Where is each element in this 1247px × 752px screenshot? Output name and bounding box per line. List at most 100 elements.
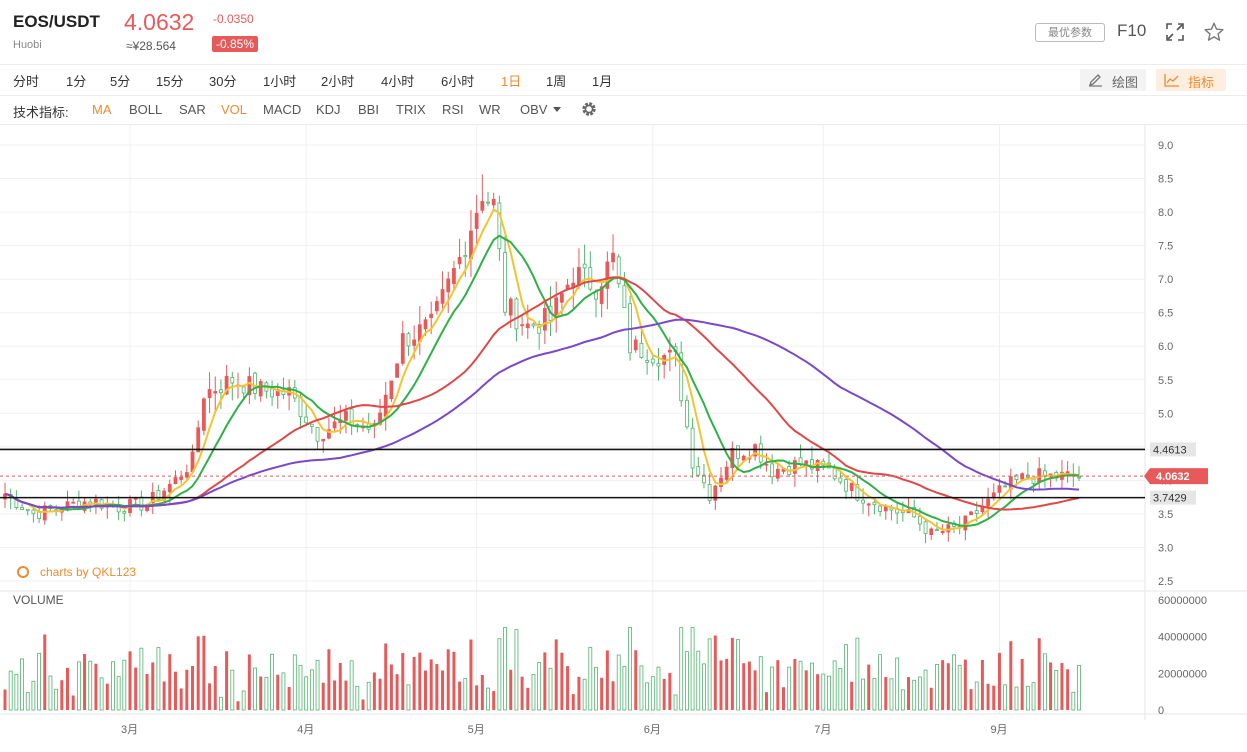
period-tab-1min[interactable]: 1分 <box>66 74 87 89</box>
candle-body <box>241 386 246 394</box>
volume-bar <box>366 681 371 711</box>
indicator-button[interactable]: 指标 <box>1156 69 1226 91</box>
candle-body <box>844 479 848 492</box>
candle-body <box>224 376 229 395</box>
candle-body <box>946 524 951 533</box>
volume-bar <box>458 681 462 710</box>
volume-bar <box>338 663 342 710</box>
volume-bar <box>889 678 894 711</box>
fullscreen-icon[interactable] <box>1165 22 1185 42</box>
price-axis-tick-label: 2.5 <box>1158 576 1173 588</box>
period-tab-1hour[interactable]: 1小时 <box>263 74 297 89</box>
volume-bar <box>384 643 388 710</box>
price-axis-tick-label: 6.5 <box>1158 308 1173 320</box>
volume-bar <box>600 677 604 710</box>
candle-body <box>542 308 547 331</box>
chevron-down-icon[interactable] <box>553 107 561 112</box>
price-axis-tick-label: 8.5 <box>1158 174 1173 186</box>
indicator-wr[interactable]: WR <box>479 102 501 117</box>
candle-body <box>122 511 127 514</box>
star-icon[interactable] <box>1203 21 1225 43</box>
ma60-line <box>4 318 1080 509</box>
draw-button[interactable]: 绘图 <box>1080 69 1146 91</box>
chart-area[interactable]: 9.08.58.07.57.06.56.05.55.04.54.03.53.02… <box>0 124 1247 752</box>
volume-bar <box>946 663 950 710</box>
price-axis-tick-label: 6.0 <box>1158 341 1173 353</box>
time-axis-tick-label: 3月 <box>121 724 138 736</box>
candle-body <box>878 505 883 512</box>
candle-body <box>594 291 598 300</box>
volume-bar <box>253 667 257 711</box>
indicator-boll[interactable]: BOLL <box>129 102 163 117</box>
candle-body <box>531 323 536 327</box>
volume-bar <box>54 688 59 711</box>
volume-bar <box>145 673 149 710</box>
period-tab-2hour[interactable]: 2小时 <box>321 74 355 89</box>
volume-bar <box>105 683 109 710</box>
level-tag-bg <box>1150 490 1196 505</box>
volume-bar <box>747 661 751 710</box>
period-tab-6hour[interactable]: 6小时 <box>441 74 475 89</box>
candle-body <box>196 427 201 453</box>
indicator-vol[interactable]: VOL <box>221 102 248 117</box>
volume-bar <box>264 676 269 711</box>
candle-body <box>179 476 184 480</box>
volume-bar <box>531 674 536 711</box>
volume-bar <box>650 676 655 711</box>
volume-bar <box>225 651 229 710</box>
volume-bar <box>168 654 172 710</box>
volume-bar <box>514 629 519 711</box>
volume-bar <box>872 678 877 711</box>
period-tab-1month[interactable]: 1月 <box>592 74 613 89</box>
pencil-icon <box>1088 74 1102 87</box>
candle-body <box>923 521 928 534</box>
period-tab-1day[interactable]: 1日 <box>501 74 522 89</box>
candle-body <box>724 466 729 480</box>
period-tab-4hour[interactable]: 4小时 <box>381 74 415 89</box>
level-tag-label: 3.7429 <box>1153 493 1187 505</box>
indicator-macd[interactable]: MACD <box>263 102 302 117</box>
period-tab-1week[interactable]: 1周 <box>546 74 567 89</box>
candle-body <box>315 427 320 442</box>
volume-bar <box>798 660 803 711</box>
volume-bar <box>702 663 706 711</box>
indicator-trix[interactable]: TRIX <box>396 102 426 117</box>
period-tab-30min[interactable]: 30分 <box>209 74 237 89</box>
indicator-obv[interactable]: OBV <box>520 102 548 117</box>
current-price-tag-pointer <box>1144 468 1150 485</box>
optimal-params-button[interactable]: 最优参数 <box>1035 23 1105 42</box>
candle-body <box>599 286 604 304</box>
candle-body <box>474 212 479 229</box>
candle-body <box>997 485 1002 493</box>
candlestick-chart[interactable]: 9.08.58.07.57.06.56.05.55.04.54.03.53.02… <box>0 124 1247 752</box>
volume-bar <box>730 637 734 710</box>
f10-button[interactable]: F10 <box>1117 21 1147 40</box>
volume-bar <box>469 639 473 710</box>
candle-body <box>838 477 843 483</box>
indicator-rsi[interactable]: RSI <box>442 102 464 117</box>
volume-bar <box>810 662 814 711</box>
gear-icon[interactable] <box>580 100 598 118</box>
price-change: -0.0350 <box>213 12 254 26</box>
volume-bar <box>355 685 360 711</box>
volume-bar <box>1066 669 1070 710</box>
period-tab-timeshare[interactable]: 分时 <box>13 74 40 89</box>
volume-bar <box>884 676 888 710</box>
volume-bar <box>333 680 337 710</box>
indicator-bbi[interactable]: BBI <box>358 102 379 117</box>
volume-bar <box>816 674 820 710</box>
indicator-ma[interactable]: MA <box>92 102 112 117</box>
candle-body <box>736 445 740 459</box>
volume-bar <box>259 676 263 710</box>
period-tab-15min[interactable]: 15分 <box>156 74 184 89</box>
candle-body <box>230 377 235 384</box>
volume-bar <box>1009 641 1013 710</box>
indicator-kdj[interactable]: KDJ <box>316 102 341 117</box>
volume-bar <box>707 638 712 711</box>
indicator-sar[interactable]: SAR <box>179 102 206 117</box>
candle-body <box>537 324 542 334</box>
candle-body <box>917 516 922 525</box>
period-tab-5min[interactable]: 5分 <box>110 74 131 89</box>
volume-bar <box>725 658 729 710</box>
price-axis-tick-label: 9.0 <box>1158 140 1173 152</box>
